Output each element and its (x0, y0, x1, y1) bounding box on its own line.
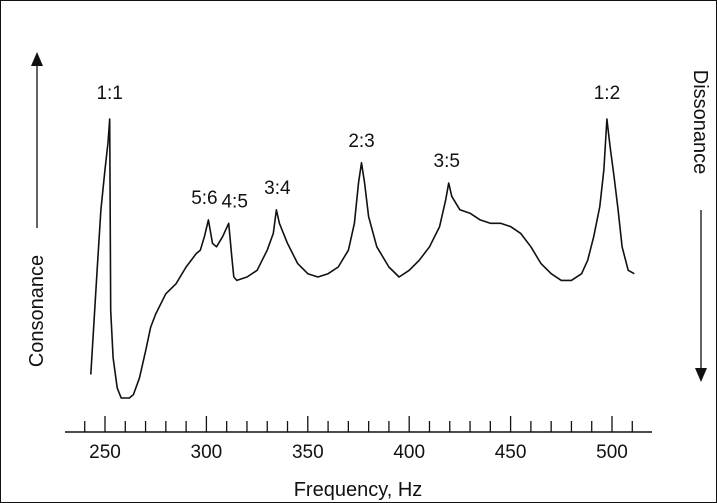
peak-ratio-label: 3:4 (264, 178, 291, 199)
x-axis-title: Frequency, Hz (294, 479, 423, 501)
x-tick-label: 250 (89, 442, 121, 463)
dissonance-axis: Dissonance (689, 70, 711, 382)
dissonance-arrow-head-icon (695, 368, 707, 382)
peak-ratio-label: 3:5 (434, 151, 460, 172)
peak-ratio-label: 1:2 (594, 83, 620, 104)
x-tick-label: 450 (495, 442, 527, 463)
x-axis-ticks (84, 416, 633, 432)
peak-ratio-label: 4:5 (221, 191, 247, 212)
peak-ratio-label: 5:6 (191, 188, 217, 209)
peak-ratio-label: 2:3 (348, 131, 374, 152)
x-tick-label: 500 (596, 442, 628, 463)
dissonance-label: Dissonance (689, 70, 711, 175)
consonance-arrow-head-icon (31, 52, 43, 66)
peak-ratio-label: 1:1 (96, 83, 122, 104)
x-tick-label: 300 (191, 442, 223, 463)
x-tick-label: 350 (292, 442, 324, 463)
peak-labels: 1:1 5:6 4:5 3:4 2:3 3:5 1:2 (96, 83, 620, 212)
consonance-curve (90, 118, 635, 399)
consonance-label: Consonance (26, 255, 48, 367)
x-axis: 250 300 350 400 450 500 (65, 416, 652, 463)
consonance-axis: Consonance (26, 52, 48, 367)
x-axis-tick-labels: 250 300 350 400 450 500 (89, 442, 628, 463)
x-tick-label: 400 (393, 442, 425, 463)
